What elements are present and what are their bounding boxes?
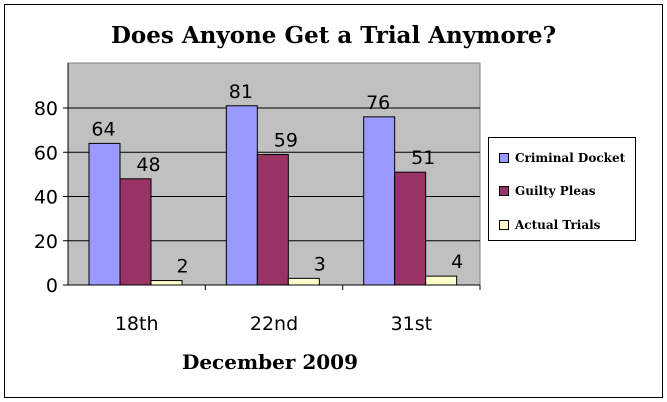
data-labels: 64 48 2 81 59 3 76 51 4 [91, 81, 463, 278]
data-label: 64 [91, 118, 115, 140]
data-label: 3 [314, 253, 326, 275]
bar [394, 171, 427, 286]
bar [287, 277, 320, 286]
y-tick-label: 60 [34, 142, 58, 164]
legend-item-guilty-pleas: Guilty Pleas [499, 183, 596, 199]
bars [88, 105, 458, 286]
bar [88, 142, 121, 286]
data-label: 4 [451, 251, 463, 273]
data-label: 59 [274, 129, 298, 151]
data-label: 81 [229, 81, 253, 103]
bar [119, 178, 152, 286]
bar [150, 280, 183, 286]
x-tick-label: 18th [115, 313, 159, 335]
y-tick-label: 0 [46, 275, 58, 297]
x-axis-ticks: 18th 22nd 31st [115, 285, 481, 335]
legend: Criminal Docket Guilty Pleas Actual Tria… [488, 137, 636, 241]
legend-swatch-actual-trials [499, 220, 509, 230]
y-tick-label: 80 [34, 98, 58, 120]
bar [425, 275, 458, 286]
chart-title: Does Anyone Get a Trial Anymore? [110, 22, 557, 49]
bar [363, 116, 396, 286]
legend-label: Actual Trials [515, 218, 601, 232]
y-tick-label: 20 [34, 231, 58, 253]
legend-item-criminal-docket: Criminal Docket [499, 150, 625, 166]
legend-swatch-guilty-pleas [499, 186, 509, 196]
legend-item-actual-trials: Actual Trials [499, 217, 600, 233]
data-label: 76 [366, 92, 390, 114]
legend-label: Guilty Pleas [515, 184, 596, 198]
bar [256, 153, 289, 286]
data-label: 2 [176, 256, 188, 278]
legend-label: Criminal Docket [515, 151, 626, 165]
x-tick-label: 22nd [250, 313, 298, 335]
x-axis-title: December 2009 [181, 350, 358, 374]
y-tick-label: 40 [34, 187, 58, 209]
bar [225, 105, 258, 286]
x-tick-label: 31st [391, 313, 433, 335]
data-label: 51 [411, 147, 435, 169]
y-axis-ticks: 0 20 40 60 80 [34, 98, 68, 297]
data-label: 48 [136, 154, 160, 176]
legend-swatch-criminal-docket [499, 153, 509, 163]
